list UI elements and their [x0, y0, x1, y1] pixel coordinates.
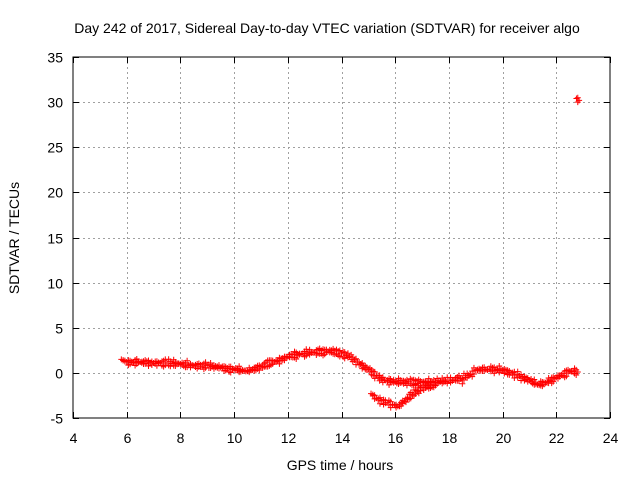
y-tick-label: 15	[47, 231, 63, 247]
data-point	[303, 346, 310, 353]
data-point	[276, 360, 283, 367]
data-point	[371, 368, 378, 375]
data-point	[236, 363, 243, 370]
data-point	[352, 355, 359, 362]
x-tick-label: 20	[496, 430, 512, 446]
x-tick-label: 16	[388, 430, 404, 446]
y-tick-label: 35	[47, 50, 63, 66]
data-point	[573, 372, 580, 379]
y-tick-label: 30	[47, 95, 63, 111]
data-point	[470, 370, 477, 377]
y-tick-label: 20	[47, 185, 63, 201]
y-tick-label: 10	[47, 276, 63, 292]
data-point	[563, 373, 570, 380]
x-tick-label: 10	[227, 430, 243, 446]
data-point	[432, 382, 439, 389]
data-point	[574, 94, 581, 101]
y-axis-label: SDTVAR / TECUs	[6, 182, 22, 294]
data-point	[576, 97, 583, 104]
data-point	[202, 359, 209, 366]
axis-ticks: 4 6 8 10 12 14 16 18 20 22 24 -5 0 5 10 15 20 25 30 35	[47, 50, 618, 447]
x-tick-label: 24	[603, 430, 619, 446]
data-point	[403, 382, 410, 389]
x-tick-label: 6	[124, 430, 132, 446]
data-point	[293, 355, 300, 362]
data-point	[359, 365, 366, 372]
y-tick-label: 0	[55, 366, 63, 382]
data-point	[336, 353, 343, 360]
x-tick-label: 12	[281, 430, 297, 446]
data-point	[145, 363, 152, 370]
data-point	[387, 404, 394, 411]
x-axis-label: GPS time / hours	[287, 457, 394, 473]
data-point	[184, 357, 191, 364]
data-point	[514, 368, 521, 375]
data-point	[376, 394, 383, 401]
x-tick-label: 4	[70, 430, 78, 446]
chart-title: Day 242 of 2017, Sidereal Day-to-day VTE…	[74, 20, 580, 36]
data-point	[531, 376, 538, 383]
data-points	[118, 94, 583, 411]
y-tick-label: 25	[47, 140, 63, 156]
x-tick-label: 22	[549, 430, 565, 446]
x-tick-label: 8	[177, 430, 185, 446]
x-tick-label: 18	[442, 430, 458, 446]
data-point	[459, 380, 466, 387]
grid-lines	[73, 57, 610, 418]
y-tick-label: 5	[55, 321, 63, 337]
x-tick-label: 14	[335, 430, 351, 446]
plot-frame	[72, 56, 611, 419]
y-tick-label: -5	[51, 411, 64, 427]
data-point	[574, 368, 581, 375]
